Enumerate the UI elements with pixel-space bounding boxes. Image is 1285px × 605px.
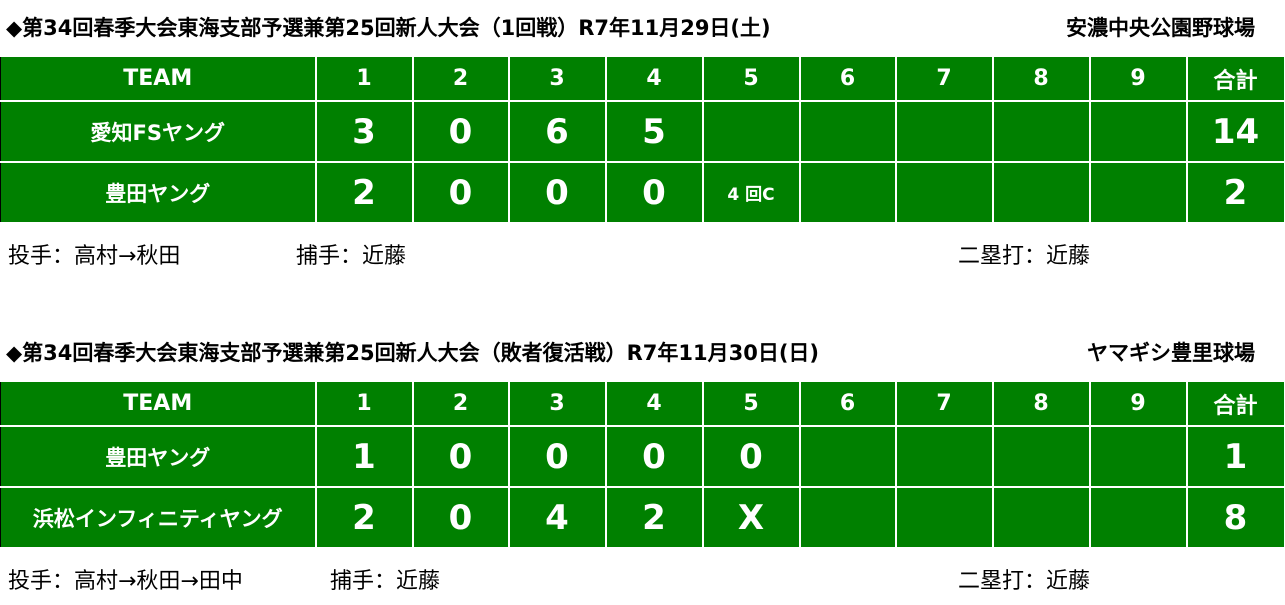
- venue: ヤマギシ豊里球場: [1087, 341, 1255, 365]
- empty-cell: [798, 425, 897, 488]
- empty-cell: [894, 486, 994, 549]
- inning-score: 0: [507, 161, 607, 224]
- double-note: 二塁打：近藤: [958, 569, 1091, 594]
- header-inning: 2: [411, 380, 510, 427]
- header-team: TEAM: [0, 380, 317, 427]
- total-score: 8: [1185, 486, 1285, 549]
- inning-score: 2: [314, 486, 414, 549]
- empty-cell: [798, 100, 897, 163]
- header-inning: 5: [701, 380, 801, 427]
- table-body: TEAM 1 2 3 4 5 6 7 8 9 合計 愛知FSヤング 3 0 6 5 14 豊田ヤング 2 0 0 0 4 回…: [0, 55, 1285, 224]
- inning-score: 4: [507, 486, 607, 549]
- header-inning: 3: [507, 380, 607, 427]
- header-row: TEAM 1 2 3 4 5 6 7 8 9 合計: [0, 380, 1285, 427]
- empty-cell: [1088, 486, 1188, 549]
- inning-score: X: [701, 486, 801, 549]
- team-name: 浜松インフィニティヤング: [0, 486, 317, 549]
- game-section: ◆第34回春季大会東海支部予選兼第25回新人大会（敗者復活戦）R7年11月30日…: [0, 325, 1285, 605]
- empty-cell: [991, 425, 1091, 488]
- inning-score: 0: [411, 100, 510, 163]
- header-inning: 4: [604, 380, 704, 427]
- team-row: 愛知FSヤング 3 0 6 5 14: [0, 100, 1285, 163]
- total-score: 1: [1185, 425, 1285, 488]
- catcher-note: 捕手：近藤: [296, 244, 407, 269]
- venue: 安濃中央公園野球場: [1066, 16, 1255, 40]
- team-name: 豊田ヤング: [0, 425, 317, 488]
- header-inning: 8: [991, 55, 1091, 102]
- pitcher-note: 投手：高村→秋田→田中: [8, 569, 243, 594]
- empty-cell: [798, 486, 897, 549]
- empty-cell: [798, 161, 897, 224]
- empty-cell: [991, 161, 1091, 224]
- header-inning: 6: [798, 380, 897, 427]
- header-total: 合計: [1185, 55, 1285, 102]
- header-inning: 4: [604, 55, 704, 102]
- inning-score: 0: [411, 486, 510, 549]
- team-name: 愛知FSヤング: [0, 100, 317, 163]
- header-inning: 3: [507, 55, 607, 102]
- empty-cell: [701, 100, 801, 163]
- empty-cell: [991, 486, 1091, 549]
- header-inning: 5: [701, 55, 801, 102]
- table-body: TEAM 1 2 3 4 5 6 7 8 9 合計 豊田ヤング 1 0 0 0 0 1 浜松インフィニティヤング 2 0…: [0, 380, 1285, 549]
- empty-cell: [1088, 425, 1188, 488]
- header-inning: 1: [314, 380, 414, 427]
- pitcher-note: 投手：高村→秋田: [8, 244, 181, 269]
- inning-score: 4 回C: [701, 161, 801, 224]
- header-inning: 2: [411, 55, 510, 102]
- empty-cell: [1088, 161, 1188, 224]
- inning-score: 0: [411, 161, 510, 224]
- header-inning: 7: [894, 55, 994, 102]
- header-inning: 7: [894, 380, 994, 427]
- team-row: 豊田ヤング 2 0 0 0 4 回C 2: [0, 161, 1285, 224]
- game-title: ◆第34回春季大会東海支部予選兼第25回新人大会（敗者復活戦）R7年11月30日…: [6, 341, 820, 365]
- inning-score: 0: [701, 425, 801, 488]
- header-total: 合計: [1185, 380, 1285, 427]
- inning-score: 3: [314, 100, 414, 163]
- header-inning: 1: [314, 55, 414, 102]
- score-table: TEAM 1 2 3 4 5 6 7 8 9 合計 愛知FSヤング 3 0 6 5 14 豊田ヤング 2 0 0 0 4 回…: [0, 55, 1285, 224]
- inning-score: 2: [314, 161, 414, 224]
- team-row: 豊田ヤング 1 0 0 0 0 1: [0, 425, 1285, 488]
- empty-cell: [894, 100, 994, 163]
- team-row: 浜松インフィニティヤング 2 0 4 2 X 8: [0, 486, 1285, 549]
- team-name: 豊田ヤング: [0, 161, 317, 224]
- empty-cell: [894, 161, 994, 224]
- header-row: TEAM 1 2 3 4 5 6 7 8 9 合計: [0, 55, 1285, 102]
- game-section: ◆第34回春季大会東海支部予選兼第25回新人大会（1回戦）R7年11月29日(土…: [0, 0, 1285, 280]
- header-inning: 9: [1088, 55, 1188, 102]
- inning-score: 0: [604, 425, 704, 488]
- inning-score: 5: [604, 100, 704, 163]
- empty-cell: [1088, 100, 1188, 163]
- game-title: ◆第34回春季大会東海支部予選兼第25回新人大会（1回戦）R7年11月29日(土…: [6, 16, 771, 40]
- header-inning: 9: [1088, 380, 1188, 427]
- catcher-note: 捕手：近藤: [330, 569, 441, 594]
- inning-score: 0: [507, 425, 607, 488]
- inning-score: 0: [604, 161, 704, 224]
- header-team: TEAM: [0, 55, 317, 102]
- double-note: 二塁打：近藤: [958, 244, 1091, 269]
- inning-score: 0: [411, 425, 510, 488]
- inning-score: 2: [604, 486, 704, 549]
- inning-score: 6: [507, 100, 607, 163]
- empty-cell: [991, 100, 1091, 163]
- total-score: 14: [1185, 100, 1285, 163]
- score-table: TEAM 1 2 3 4 5 6 7 8 9 合計 豊田ヤング 1 0 0 0 0 1 浜松インフィニティヤング 2 0…: [0, 380, 1285, 549]
- total-score: 2: [1185, 161, 1285, 224]
- header-inning: 6: [798, 55, 897, 102]
- inning-score: 1: [314, 425, 414, 488]
- header-inning: 8: [991, 380, 1091, 427]
- empty-cell: [894, 425, 994, 488]
